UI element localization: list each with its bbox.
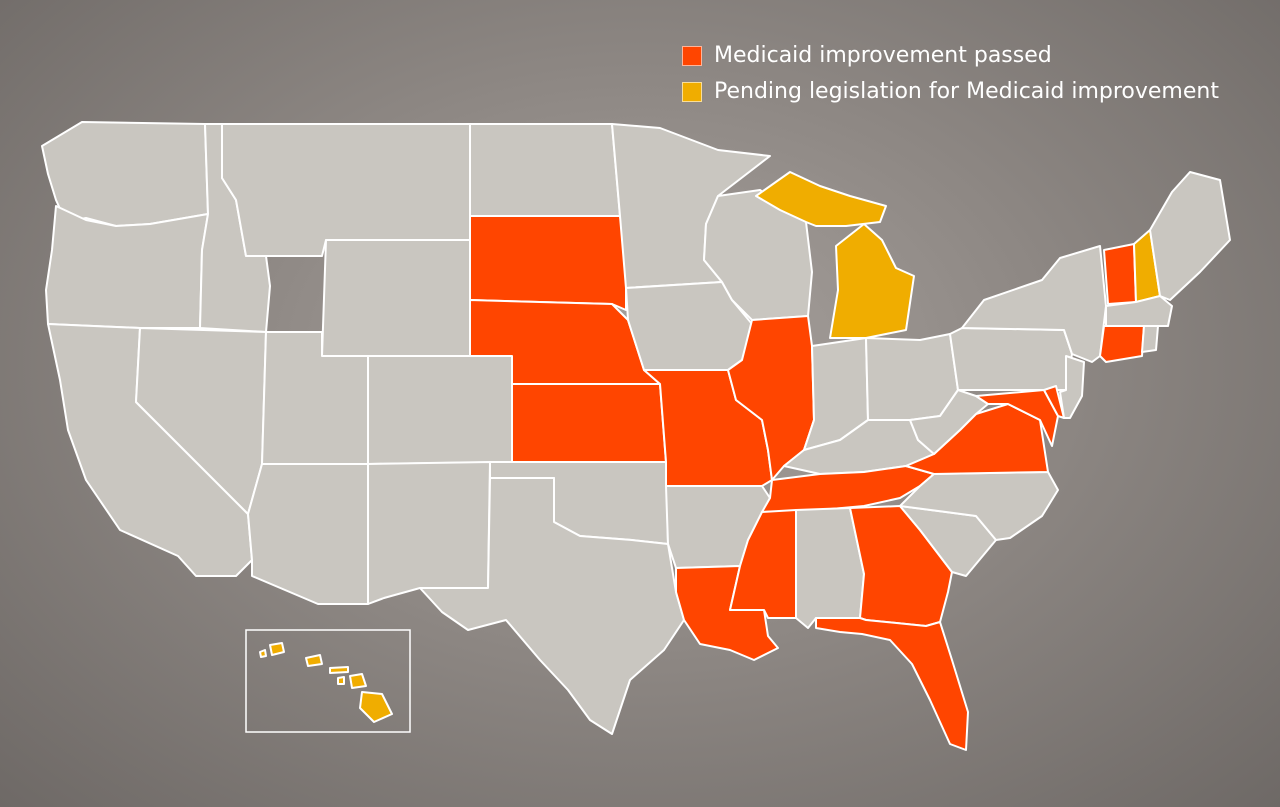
state-texas[interactable] (419, 477, 685, 735)
state-wyoming[interactable] (321, 239, 471, 357)
state-arizona[interactable] (247, 463, 369, 605)
state-montana[interactable] (221, 123, 471, 257)
states-layer (41, 121, 1231, 751)
legend-item-passed: Medicaid improvement passed (682, 38, 1219, 74)
legend-item-pending: Pending legislation for Medicaid improve… (682, 74, 1219, 110)
state-ohio[interactable] (865, 333, 959, 421)
state-tennessee[interactable] (761, 465, 935, 513)
state-michigan[interactable] (829, 223, 915, 339)
state-florida[interactable] (815, 617, 969, 751)
hawaii-inset-frame (245, 629, 411, 733)
state-west-virginia[interactable] (909, 389, 989, 455)
state-maine[interactable] (1149, 171, 1231, 301)
state-kansas[interactable] (511, 383, 667, 463)
legend-label-pending: Pending legislation for Medicaid improve… (714, 79, 1219, 104)
state-vermont[interactable] (1103, 243, 1137, 305)
legend-swatch-pending (682, 82, 702, 102)
map-legend: Medicaid improvement passed Pending legi… (682, 38, 1219, 110)
state-connecticut[interactable] (1099, 325, 1145, 363)
state-hawaii-kauai[interactable] (269, 642, 285, 656)
state-hawaii-molokai[interactable] (329, 666, 349, 674)
state-north-dakota[interactable] (469, 123, 621, 217)
legend-swatch-passed (682, 46, 702, 66)
state-new-mexico[interactable] (367, 461, 491, 605)
hawaii-inset (245, 629, 411, 733)
state-north-carolina[interactable] (899, 471, 1059, 541)
state-michigan-upper[interactable] (755, 171, 887, 227)
state-colorado[interactable] (367, 355, 513, 465)
state-hawaii-niihau[interactable] (259, 649, 267, 658)
state-hawaii-maui[interactable] (349, 673, 367, 689)
state-pennsylvania[interactable] (949, 327, 1073, 391)
state-rhode-island[interactable] (1141, 325, 1159, 353)
state-hawaii-lanai[interactable] (337, 676, 345, 685)
state-hawaii-oahu[interactable] (305, 654, 323, 667)
state-south-dakota[interactable] (469, 215, 627, 311)
state-hawaii-big-island[interactable] (359, 691, 393, 723)
legend-label-passed: Medicaid improvement passed (714, 43, 1052, 68)
state-new-jersey[interactable] (1059, 355, 1085, 419)
